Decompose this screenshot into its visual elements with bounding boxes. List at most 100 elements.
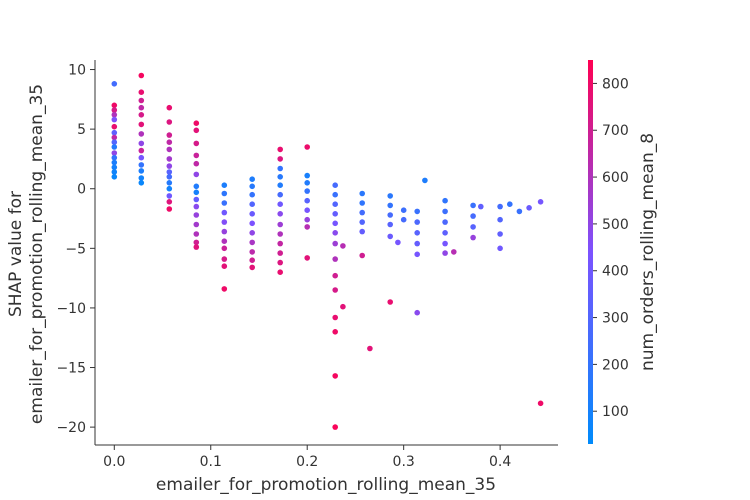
scatter-point xyxy=(304,144,311,150)
scatter-point xyxy=(332,230,339,236)
scatter-point xyxy=(193,221,200,228)
scatter-point xyxy=(111,150,118,156)
scatter-point xyxy=(277,250,284,256)
scatter-point xyxy=(111,116,118,123)
scatter-point xyxy=(387,221,394,228)
scatter-point xyxy=(332,272,339,279)
scatter-point xyxy=(332,240,339,247)
colorbar-gradient xyxy=(588,60,593,444)
scatter-point xyxy=(166,169,173,175)
scatter-points xyxy=(111,72,544,430)
scatter-point xyxy=(359,219,366,225)
scatter-point xyxy=(138,154,145,161)
scatter-point xyxy=(359,200,366,206)
scatter-point xyxy=(304,207,311,213)
scatter-point xyxy=(193,212,200,218)
scatter-point xyxy=(422,177,428,184)
scatter-point xyxy=(470,234,476,241)
scatter-point xyxy=(277,165,284,172)
scatter-point xyxy=(442,208,448,215)
colorbar-tick-label: 200 xyxy=(602,357,629,373)
scatter-point xyxy=(277,146,284,153)
scatter-point xyxy=(249,211,255,217)
scatter-point xyxy=(249,249,255,255)
scatter-point xyxy=(138,104,145,111)
scatter-point xyxy=(166,185,173,192)
colorbar-tick-label: 600 xyxy=(602,170,629,186)
y-tick-label: 10 xyxy=(68,63,86,79)
scatter-point xyxy=(193,244,200,250)
scatter-point xyxy=(442,240,448,247)
scatter-point xyxy=(193,189,200,196)
x-axis-label: emailer_for_promotion_rolling_mean_35 xyxy=(156,475,496,495)
y-tick-label: −5 xyxy=(65,241,86,257)
scatter-point xyxy=(221,219,228,225)
y-tick-label: 5 xyxy=(77,122,86,138)
scatter-point xyxy=(111,134,118,141)
x-ticks: 0.0 0.1 0.2 0.3 0.4 xyxy=(103,445,511,470)
scatter-point xyxy=(138,180,145,186)
scatter-point xyxy=(249,264,255,271)
scatter-point xyxy=(332,424,339,430)
y-tick-label: −10 xyxy=(56,301,86,317)
scatter-point xyxy=(442,197,448,204)
scatter-point xyxy=(400,216,407,223)
scatter-point xyxy=(166,156,173,162)
colorbar-tick-label: 500 xyxy=(602,217,629,233)
scatter-point xyxy=(332,329,339,335)
scatter-point xyxy=(138,168,145,174)
scatter-point xyxy=(138,140,145,147)
scatter-point xyxy=(497,216,503,223)
scatter-point xyxy=(221,209,228,216)
scatter-point xyxy=(193,239,200,246)
scatter-point xyxy=(442,250,448,256)
scatter-point xyxy=(138,121,145,128)
y-ticks: 10 5 0 −5 −10 −15 −20 xyxy=(56,63,95,436)
scatter-point xyxy=(277,259,284,266)
scatter-point xyxy=(359,228,366,235)
scatter-point xyxy=(166,119,173,125)
scatter-point xyxy=(166,139,173,145)
scatter-point xyxy=(332,211,339,217)
scatter-point xyxy=(304,255,311,261)
scatter-point xyxy=(387,212,394,218)
scatter-point xyxy=(497,245,503,252)
scatter-point xyxy=(166,193,173,199)
scatter-point xyxy=(277,191,284,198)
scatter-point xyxy=(193,171,200,178)
scatter-point xyxy=(470,224,476,230)
scatter-point xyxy=(277,269,284,276)
scatter-point xyxy=(367,345,373,352)
scatter-point xyxy=(193,152,200,159)
scatter-point xyxy=(193,127,200,134)
scatter-point xyxy=(221,238,228,244)
scatter-point xyxy=(166,146,173,153)
scatter-point xyxy=(111,164,118,171)
scatter-point xyxy=(442,230,448,236)
scatter-point xyxy=(221,286,228,292)
scatter-point xyxy=(332,220,339,227)
scatter-point xyxy=(221,200,228,206)
scatter-point xyxy=(249,257,255,264)
colorbar-label: num_orders_rolling_mean_8 xyxy=(638,133,658,371)
scatter-point xyxy=(166,180,173,186)
scatter-point xyxy=(332,182,339,188)
scatter-point xyxy=(470,202,476,209)
scatter-point xyxy=(332,191,339,198)
scatter-point xyxy=(332,201,339,207)
scatter-point xyxy=(249,201,255,207)
scatter-point xyxy=(111,139,118,145)
scatter-point xyxy=(249,183,255,190)
scatter-point xyxy=(537,199,544,205)
scatter-point xyxy=(193,160,200,167)
scatter-point xyxy=(111,154,118,161)
y-axis-label-line-1: SHAP value for xyxy=(6,191,26,317)
scatter-point xyxy=(359,252,366,259)
scatter-point xyxy=(516,208,523,215)
scatter-point xyxy=(359,190,366,197)
scatter-point xyxy=(249,191,255,198)
scatter-point xyxy=(138,162,145,168)
scatter-point xyxy=(277,156,284,162)
scatter-point xyxy=(414,219,421,225)
scatter-point xyxy=(387,202,394,209)
